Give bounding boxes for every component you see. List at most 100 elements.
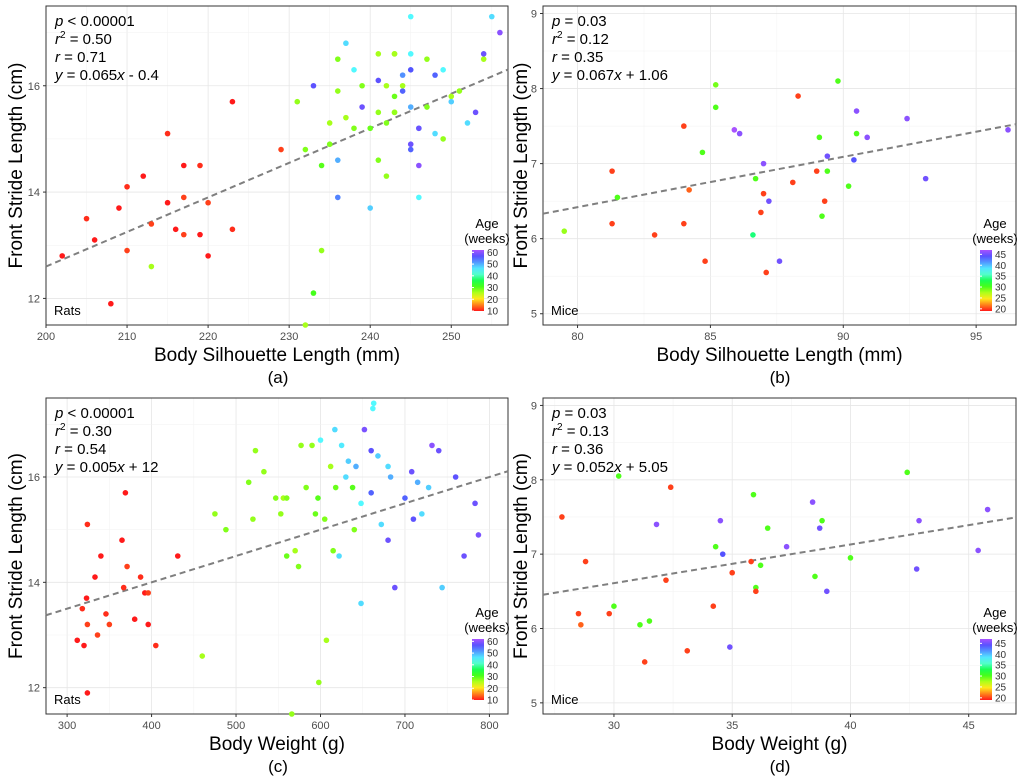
y-axis-title: Front Stride Length (cm)	[6, 453, 27, 659]
data-point	[835, 78, 841, 84]
data-point	[559, 514, 565, 520]
panel-caption: (d)	[770, 757, 791, 776]
y-tick-label: 16	[28, 472, 40, 484]
plot-border	[45, 397, 509, 715]
data-point	[456, 88, 463, 94]
legend-subtitle: (weeks)	[464, 620, 510, 635]
x-tick-label: 95	[970, 331, 982, 343]
data-point	[710, 603, 717, 609]
panel-a: 200 210 220 230 240 250 12 14 16 Body Silhouette …	[6, 5, 510, 387]
data-point	[904, 469, 911, 476]
stat-r: r = 0.35	[552, 49, 603, 66]
x-tick-label: 85	[704, 331, 716, 343]
data-point	[845, 183, 852, 189]
data-point	[812, 573, 818, 580]
legend-title: Age	[475, 216, 498, 231]
legend-colorbar	[980, 250, 992, 311]
data-point	[361, 426, 368, 433]
data-point	[332, 426, 338, 433]
trend-line	[45, 68, 509, 268]
data-point	[124, 183, 130, 190]
data-point	[283, 553, 290, 559]
data-point	[385, 463, 391, 470]
data-point	[383, 82, 390, 89]
stat-p-value: p < 0.00001	[54, 13, 135, 30]
data-point	[646, 618, 653, 624]
data-point	[609, 220, 615, 227]
plot-border	[542, 5, 1017, 326]
data-point	[367, 205, 374, 211]
data-point	[172, 226, 179, 233]
data-point	[83, 595, 90, 601]
data-point	[748, 558, 754, 565]
data-point	[375, 77, 382, 84]
data-point	[375, 51, 382, 57]
y-tick-label: 14	[28, 577, 40, 589]
data-point	[383, 120, 390, 126]
data-point	[212, 511, 218, 517]
data-point	[145, 590, 151, 596]
legend-title: Age	[983, 605, 1006, 620]
data-point	[851, 157, 857, 163]
data-point	[370, 405, 376, 412]
data-point	[315, 495, 321, 501]
data-point	[321, 516, 328, 522]
legend-tick-label: 40	[995, 261, 1007, 272]
data-point	[916, 517, 922, 524]
data-point	[419, 511, 425, 517]
data-point	[310, 290, 317, 296]
data-point	[205, 199, 211, 206]
trend-line	[45, 470, 509, 617]
data-point	[116, 205, 122, 211]
data-point	[407, 51, 414, 57]
data-point	[424, 56, 430, 62]
y-tick-label: 6	[531, 234, 537, 246]
data-point	[819, 517, 825, 524]
data-point	[229, 98, 236, 105]
data-point	[813, 168, 820, 174]
data-point	[152, 642, 159, 649]
y-axis-title: Front Stride Length (cm)	[511, 63, 532, 269]
data-point	[383, 173, 390, 179]
data-point	[318, 247, 325, 254]
data-point	[387, 474, 394, 480]
data-point	[368, 490, 374, 496]
data-point	[81, 642, 87, 649]
x-tick-label: 45	[963, 720, 975, 732]
data-point	[250, 516, 256, 522]
data-point	[440, 67, 446, 73]
data-point	[272, 495, 279, 501]
data-point	[407, 67, 414, 73]
data-point	[410, 516, 417, 522]
data-point	[349, 484, 356, 491]
data-point	[816, 525, 823, 531]
data-point	[120, 584, 127, 591]
data-point	[334, 56, 341, 62]
data-point	[448, 98, 455, 105]
plot-area	[45, 397, 509, 715]
data-point	[432, 130, 438, 137]
plot-area	[45, 5, 509, 326]
data-point	[358, 500, 364, 507]
x-tick-label: 90	[837, 331, 849, 343]
stat-equation: y = 0.052x + 5.05	[551, 459, 668, 476]
panel-b: 80 85 90 95 5 6 7 8 9 Body Silhouette Length (mm)…	[511, 5, 1018, 387]
data-point	[904, 115, 910, 122]
data-point	[750, 232, 756, 238]
data-point	[294, 98, 301, 105]
data-point	[653, 521, 660, 528]
stat-r-squared: r2 = 0.12	[552, 30, 609, 48]
data-point	[575, 610, 582, 617]
legend-tick-label: 40	[487, 660, 499, 671]
data-point	[174, 553, 181, 559]
data-point	[164, 130, 171, 137]
y-axis-title: Front Stride Length (cm)	[511, 453, 532, 659]
legend-tick-label: 50	[487, 260, 499, 271]
data-point	[414, 479, 421, 486]
data-point	[205, 253, 211, 259]
data-point	[407, 146, 414, 153]
data-point	[821, 198, 828, 204]
y-tick-label: 12	[28, 293, 40, 305]
y-tick-label: 6	[531, 623, 537, 635]
